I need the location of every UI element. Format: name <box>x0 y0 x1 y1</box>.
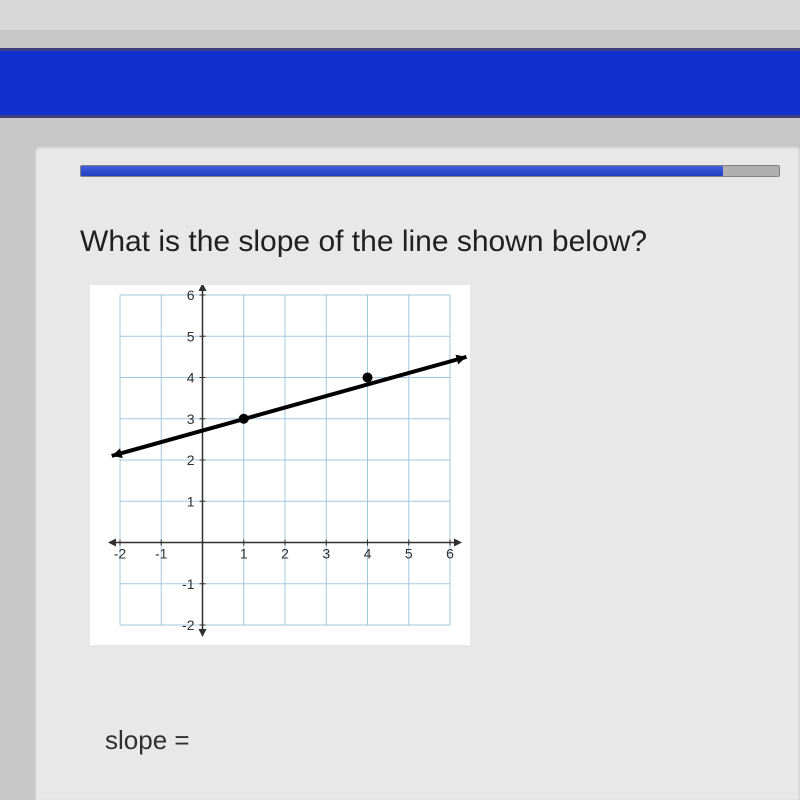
svg-text:1: 1 <box>240 546 248 562</box>
svg-text:3: 3 <box>187 411 195 427</box>
svg-text:2: 2 <box>281 546 289 562</box>
content-panel: What is the slope of the line shown belo… <box>35 145 800 800</box>
svg-text:1: 1 <box>187 493 195 509</box>
svg-text:-2: -2 <box>114 546 127 562</box>
svg-text:-1: -1 <box>182 576 195 592</box>
svg-text:6: 6 <box>187 287 195 303</box>
chart-svg: -2 -1 1 2 3 4 5 6 -2 -1 1 2 3 4 5 6 <box>90 285 470 645</box>
svg-text:5: 5 <box>405 546 413 562</box>
progress-bar <box>80 165 780 177</box>
svg-text:4: 4 <box>364 546 372 562</box>
svg-text:4: 4 <box>187 370 195 386</box>
header-strip <box>0 0 800 30</box>
answer-area: slope = <box>105 725 190 756</box>
svg-text:6: 6 <box>446 546 454 562</box>
svg-text:3: 3 <box>322 546 330 562</box>
svg-text:-2: -2 <box>182 617 195 633</box>
question-text: What is the slope of the line shown belo… <box>80 225 647 259</box>
progress-fill <box>81 166 723 176</box>
svg-text:5: 5 <box>187 328 195 344</box>
blue-banner <box>0 48 800 118</box>
coordinate-chart: -2 -1 1 2 3 4 5 6 -2 -1 1 2 3 4 5 6 <box>90 285 470 645</box>
svg-text:2: 2 <box>187 452 195 468</box>
svg-text:-1: -1 <box>155 546 168 562</box>
slope-label: slope = <box>105 725 190 756</box>
